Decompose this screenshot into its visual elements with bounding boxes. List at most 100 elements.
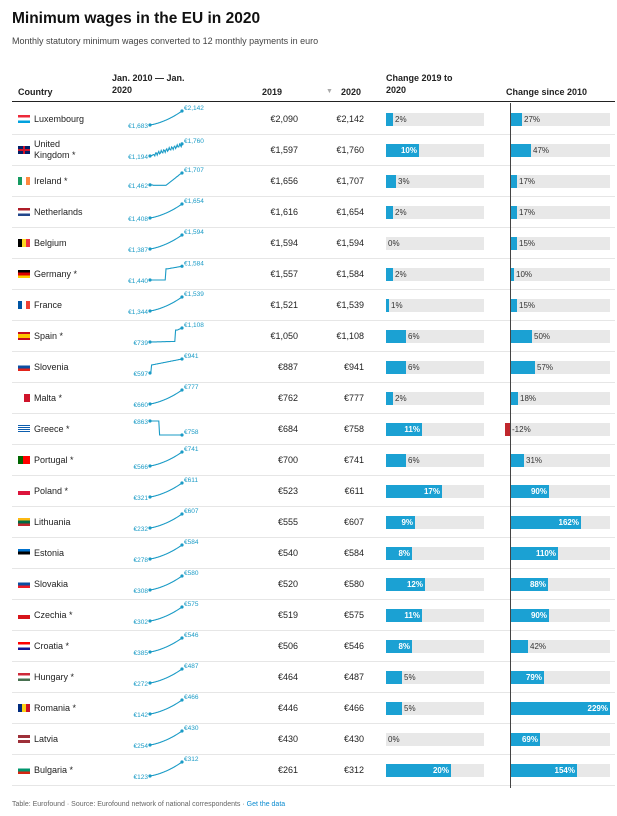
- get-data-link[interactable]: Get the data: [246, 801, 286, 808]
- sparkline: €1,408 €1,654: [128, 198, 204, 223]
- country-name-line: France: [34, 300, 63, 310]
- since-bar-label: 229%: [587, 704, 608, 713]
- value-2019: €506: [277, 641, 298, 651]
- table-row[interactable]: Hungary * €272 €487 €464 €487 5% 79%: [12, 662, 615, 693]
- change-bar-label: 8%: [398, 549, 410, 558]
- sparkline-path: [150, 327, 183, 343]
- sparkline-end-dot: [180, 388, 184, 392]
- since-bar-label: 15%: [519, 239, 536, 248]
- value-2020: €1,654: [336, 207, 364, 217]
- sparkline-path: [149, 730, 183, 746]
- change-bar-label: 12%: [406, 580, 423, 589]
- change-bar-label: 20%: [432, 766, 449, 775]
- table-row[interactable]: Estonia €278 €584 €540 €584 8% 110%: [12, 538, 615, 569]
- since-bar: [510, 299, 517, 312]
- sort-arrow-icon[interactable]: ▼: [326, 88, 333, 95]
- since-bar: [510, 547, 558, 560]
- sparkline-start-label: €1,387: [128, 247, 148, 254]
- table-row[interactable]: Luxembourg €1,683 €2,142 €2,090 €2,142 2% 27%: [12, 104, 615, 135]
- sparkline-start-dot: [148, 216, 152, 220]
- table-row[interactable]: France €1,344 €1,539 €1,521 €1,539 1% 15%: [12, 290, 615, 321]
- chart-title: Minimum wages in the EU in 2020: [12, 10, 261, 27]
- since-bar-label: 69%: [521, 735, 538, 744]
- header-2019[interactable]: 2019: [262, 87, 283, 97]
- table-row[interactable]: Czechia * €302 €575 €519 €575 11% 90%: [12, 600, 615, 631]
- table-row[interactable]: Malta * €660 €777 €762 €777 2% 18%: [12, 383, 615, 414]
- sparkline-path: [149, 142, 183, 158]
- sparkline-end-label: €575: [184, 601, 199, 608]
- table-row[interactable]: Lithuania €232 €607 €555 €607 9% 162%: [12, 507, 615, 538]
- sparkline: €1,387 €1,594: [128, 229, 204, 254]
- table-row[interactable]: Netherlands €1,408 €1,654 €1,616 €1,654 2% 17%: [12, 197, 615, 228]
- change-bar: [386, 423, 422, 436]
- sparkline-end-label: €1,594: [184, 229, 204, 236]
- table-row[interactable]: Portugal * €566 €741 €700 €741 6% 31%: [12, 445, 615, 476]
- since-bar-track: [510, 144, 610, 157]
- sparkline-start-label: €308: [134, 588, 149, 595]
- header-2020[interactable]: 2020: [341, 87, 362, 97]
- sparkline-start-label: €123: [134, 774, 149, 781]
- sparkline-path: [150, 172, 183, 186]
- table-row[interactable]: Slovakia €308 €580 €520 €580 12% 88%: [12, 569, 615, 600]
- header-since-2010[interactable]: Change since 2010: [506, 87, 588, 97]
- since-bar: [510, 609, 549, 622]
- table-row[interactable]: Ireland * €1,462 €1,707 €1,656 €1,707 3% 17%: [12, 166, 615, 197]
- table-row[interactable]: United Kingdom * €1,194 €1,760 €1,597 €1,760 1…: [12, 135, 615, 166]
- change-bar-track: [386, 299, 484, 312]
- sparkline: €1,683 €2,142: [128, 105, 204, 130]
- since-bar-track: [510, 237, 610, 250]
- table-row[interactable]: Slovenia €597 €941 €887 €941 6% 57%: [12, 352, 615, 383]
- sparkline-start-dot: [148, 464, 152, 468]
- since-bar: [510, 361, 535, 374]
- since-bar-track: [510, 330, 610, 343]
- table-row[interactable]: Spain * €739 €1,108 €1,050 €1,108 6% 50%: [12, 321, 615, 352]
- country-name-line: Spain *: [34, 331, 64, 341]
- table-row[interactable]: Belgium €1,387 €1,594 €1,594 €1,594 0% 15%: [12, 228, 615, 259]
- sparkline-start-label: €1,194: [128, 154, 148, 161]
- change-bar: [386, 609, 422, 622]
- france-flag-icon: [18, 301, 30, 309]
- country-name-line: Slovakia: [34, 579, 69, 589]
- header-country[interactable]: Country: [18, 87, 53, 97]
- value-2019: €1,594: [270, 238, 298, 248]
- belgium-flag-icon: [18, 239, 30, 247]
- change-bar: [386, 578, 425, 591]
- since-bar-label: 15%: [519, 301, 536, 310]
- since-bar-label: 50%: [534, 332, 551, 341]
- country-name-line: Malta *: [34, 393, 63, 403]
- change-bar-track: [386, 237, 484, 250]
- sparkline-path: [149, 513, 183, 529]
- value-2019: €887: [277, 362, 298, 372]
- sparkline: €123 €312: [134, 756, 199, 781]
- table-row[interactable]: Croatia * €385 €546 €506 €546 8% 42%: [12, 631, 615, 662]
- value-2020: €741: [343, 455, 364, 465]
- table-row[interactable]: Germany * €1,440 €1,584 €1,557 €1,584 2% 10%: [12, 259, 615, 290]
- change-bar: [386, 485, 442, 498]
- sparkline-path: [150, 420, 182, 436]
- table-row[interactable]: Poland * €321 €611 €523 €611 17% 90%: [12, 476, 615, 507]
- table-row[interactable]: Latvia €254 €430 €430 €430 0% 69%: [12, 724, 615, 755]
- value-2019: €1,557: [270, 269, 298, 279]
- country-name: Netherlands: [34, 207, 83, 218]
- sparkline-end-label: €777: [184, 384, 199, 391]
- sparkline: €1,194 €1,760: [128, 138, 204, 161]
- header-change[interactable]: Change 2019 to 2020: [386, 72, 453, 96]
- country-name-line: Germany *: [34, 269, 78, 279]
- header-trend[interactable]: Jan. 2010 — Jan. 2020: [112, 72, 185, 96]
- since-bar-label: 17%: [519, 177, 536, 186]
- change-bar-label: 9%: [401, 518, 413, 527]
- country-name: Czechia *: [34, 610, 73, 621]
- table-row[interactable]: Bulgaria * €123 €312 €261 €312 20% 154%: [12, 755, 615, 786]
- sparkline-end-dot: [180, 433, 184, 437]
- sparkline-path: [150, 265, 183, 281]
- table-row[interactable]: Greece * €863 €758 €684 €758 11% -12%: [12, 414, 615, 445]
- change-bar: [386, 175, 396, 188]
- sparkline-path: [149, 606, 183, 622]
- change-bar-track: [386, 268, 484, 281]
- value-2019: €1,597: [270, 145, 298, 155]
- since-bar-track: [510, 175, 610, 188]
- sparkline-start-dot: [148, 557, 152, 561]
- table-row[interactable]: Romania * €142 €466 €446 €466 5% 229%: [12, 693, 615, 724]
- value-2019: €1,050: [270, 331, 298, 341]
- sparkline: €232 €607: [134, 508, 199, 533]
